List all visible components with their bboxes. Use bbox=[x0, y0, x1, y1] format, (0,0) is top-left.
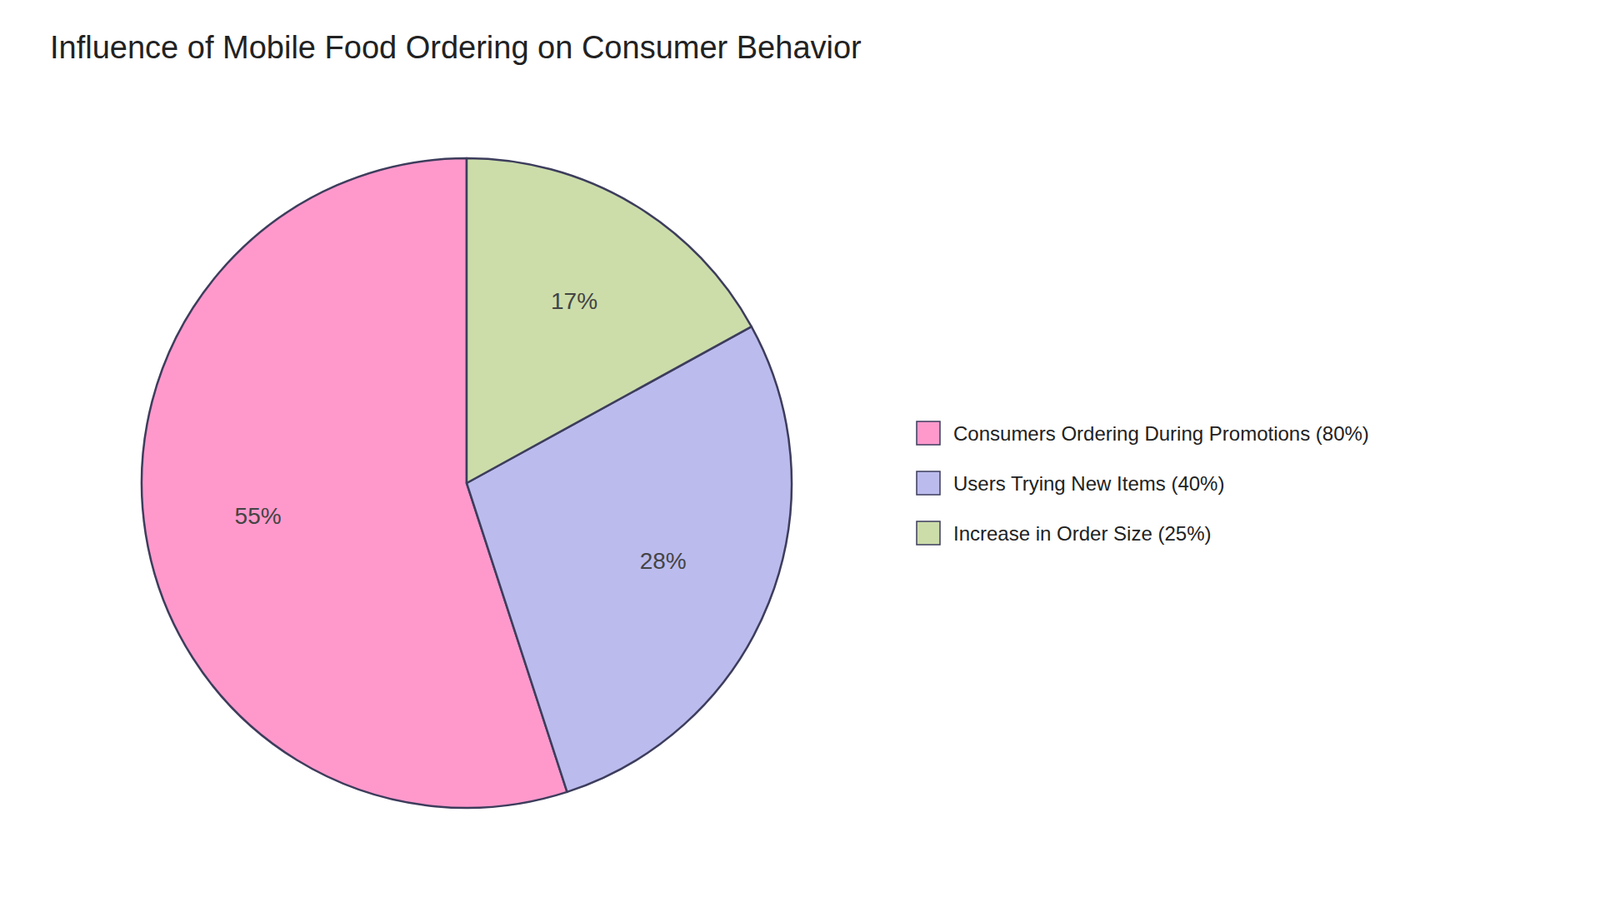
legend-swatch bbox=[916, 421, 940, 445]
data-label: 55% bbox=[235, 503, 282, 530]
pie-slice bbox=[466, 158, 752, 484]
chart-container: Influence of Mobile Food Ordering on Con… bbox=[0, 0, 1600, 902]
title: Influence of Mobile Food Ordering on Con… bbox=[50, 30, 862, 65]
data-label: 28% bbox=[640, 548, 687, 575]
data-labels: 55% 28% 17% bbox=[235, 288, 687, 575]
legend-swatch bbox=[916, 471, 940, 495]
pie bbox=[141, 158, 792, 809]
legend-label: Increase in Order Size (25%) bbox=[953, 522, 1211, 545]
legend-swatch bbox=[916, 521, 940, 545]
legend-label: Consumers Ordering During Promotions (80… bbox=[953, 422, 1370, 445]
chart: Influence of Mobile Food Ordering on Con… bbox=[0, 0, 1600, 902]
legend-label: Users Trying New Items (40%) bbox=[953, 472, 1225, 495]
data-label: 17% bbox=[550, 288, 598, 315]
legend: Consumers Ordering During Promotions (80… bbox=[916, 421, 1370, 545]
background bbox=[0, 0, 1600, 902]
